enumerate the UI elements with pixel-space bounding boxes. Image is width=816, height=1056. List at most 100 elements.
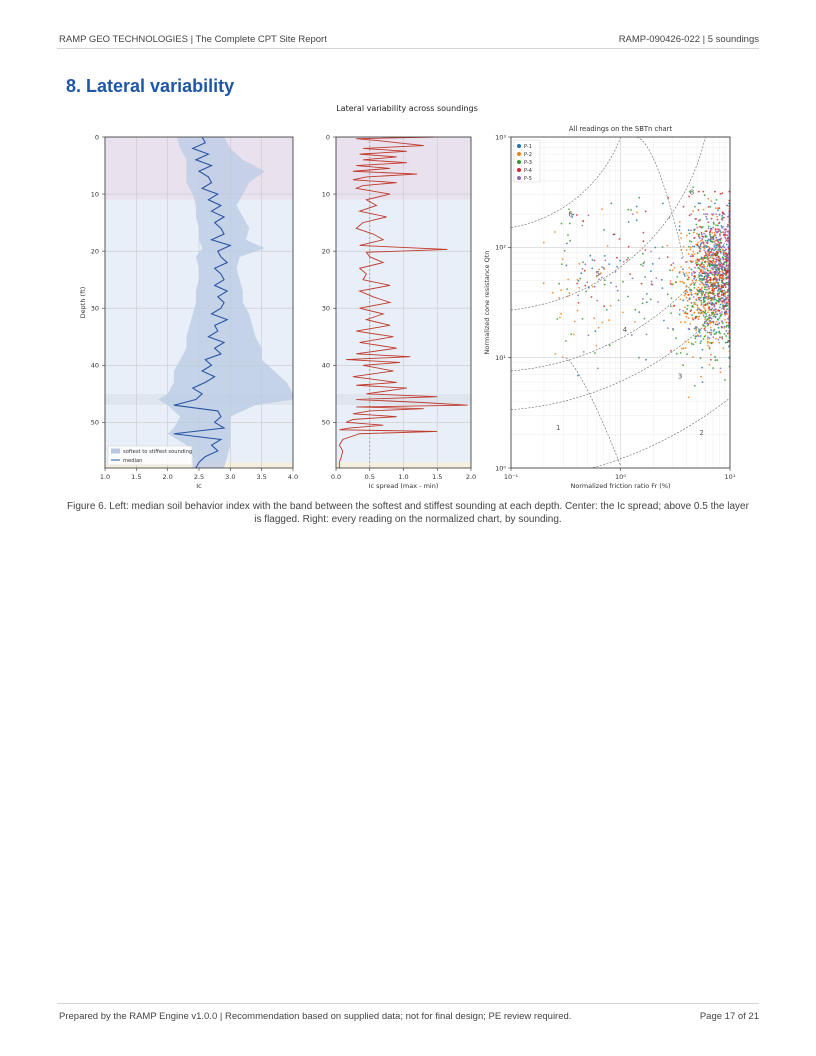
- reading-point-P-2: [691, 279, 694, 282]
- reading-point-P-5: [718, 229, 721, 232]
- reading-point-P-2: [567, 278, 570, 281]
- zone-label: 2: [699, 429, 703, 437]
- reading-point-P-4: [669, 282, 672, 285]
- reading-point-P-1: [698, 308, 701, 310]
- reading-point-P-5: [702, 266, 704, 269]
- reading-point-P-4: [582, 220, 585, 223]
- legend-swatch-P-3: [517, 160, 521, 164]
- reading-point-P-3: [627, 208, 630, 211]
- reading-point-P-5: [713, 305, 716, 307]
- reading-point-P-5: [718, 213, 721, 216]
- reading-point-P-2: [688, 272, 690, 274]
- reading-point-P-5: [724, 282, 727, 285]
- reading-point-P-3: [709, 282, 711, 284]
- reading-point-P-3: [710, 342, 713, 345]
- reading-point-P-5: [705, 295, 708, 298]
- reading-point-P-4: [708, 287, 710, 290]
- reading-point-P-4: [725, 239, 728, 242]
- reading-point-P-3: [714, 359, 717, 362]
- reading-point-P-4: [670, 264, 673, 266]
- reading-point-P-2: [679, 280, 682, 283]
- reading-point-P-5: [724, 291, 727, 294]
- reading-point-P-5: [667, 327, 669, 329]
- reading-point-P-3: [707, 225, 710, 228]
- x-tick-label: 2.5: [194, 473, 204, 481]
- reading-point-P-5: [655, 277, 658, 279]
- reading-point-P-3: [703, 194, 706, 197]
- reading-point-P-5: [713, 271, 716, 274]
- reading-point-P-5: [651, 283, 654, 286]
- reading-point-P-2: [685, 285, 688, 288]
- reading-point-P-4: [708, 252, 711, 255]
- reading-point-P-1: [697, 202, 700, 205]
- reading-point-P-2: [702, 283, 705, 286]
- reading-point-P-1: [727, 317, 729, 320]
- reading-point-P-1: [645, 358, 647, 361]
- reading-point-P-2: [700, 375, 702, 378]
- reading-point-P-4: [705, 230, 708, 233]
- reading-point-P-5: [711, 320, 713, 323]
- reading-point-P-2: [713, 240, 715, 243]
- legend-swatch-P-1: [517, 144, 521, 148]
- reading-point-P-5: [712, 251, 715, 254]
- reading-point-P-5: [716, 266, 719, 269]
- reading-point-P-4: [707, 307, 710, 309]
- reading-point-P-4: [720, 241, 723, 244]
- reading-point-P-1: [725, 330, 728, 332]
- reading-point-P-1: [717, 209, 719, 212]
- reading-point-P-3: [694, 205, 696, 208]
- reading-point-P-4: [576, 282, 579, 285]
- reading-point-P-5: [694, 266, 696, 269]
- reading-point-P-4: [714, 277, 717, 279]
- reading-point-P-2: [560, 312, 563, 315]
- reading-point-P-3: [702, 264, 705, 266]
- reading-point-P-1: [660, 278, 663, 281]
- reading-point-P-4: [687, 294, 690, 296]
- reading-point-P-3: [674, 281, 677, 284]
- reading-point-P-3: [717, 319, 719, 321]
- x-tick-label: 4.0: [288, 473, 298, 481]
- reading-point-P-5: [700, 233, 703, 236]
- reading-point-P-4: [704, 260, 706, 263]
- reading-point-P-4: [720, 286, 723, 289]
- reading-point-P-2: [681, 347, 683, 350]
- reading-point-P-2: [692, 231, 695, 234]
- reading-point-P-2: [561, 258, 564, 260]
- reading-point-P-1: [707, 238, 710, 241]
- reading-point-P-4: [666, 256, 669, 258]
- reading-point-P-2: [684, 340, 687, 343]
- reading-point-P-1: [646, 293, 648, 295]
- reading-point-P-2: [697, 235, 700, 237]
- reading-point-P-3: [666, 293, 669, 296]
- reading-point-P-2: [680, 232, 682, 235]
- legend-swatch-P-2: [517, 152, 521, 156]
- reading-point-P-1: [720, 252, 722, 254]
- reading-point-P-2: [711, 287, 714, 290]
- reading-point-P-4: [721, 212, 724, 215]
- reading-point-P-4: [644, 210, 647, 213]
- reading-point-P-4: [709, 251, 712, 253]
- reading-point-P-5: [615, 285, 618, 288]
- x-tick-label: 0.0: [331, 473, 341, 481]
- reading-point-P-4: [714, 254, 717, 257]
- reading-point-P-2: [687, 341, 690, 344]
- reading-point-P-5: [698, 259, 700, 262]
- reading-point-P-5: [702, 241, 704, 243]
- reading-point-P-1: [619, 259, 621, 262]
- reading-point-P-2: [683, 294, 686, 297]
- reading-point-P-2: [680, 266, 682, 268]
- reading-point-P-2: [691, 317, 694, 319]
- reading-point-P-5: [672, 262, 675, 264]
- reading-point-P-3: [634, 308, 637, 311]
- reading-point-P-3: [682, 364, 685, 367]
- reading-point-P-5: [690, 213, 693, 215]
- reading-point-P-5: [724, 302, 726, 304]
- reading-point-P-3: [693, 301, 696, 304]
- reading-point-P-5: [723, 295, 726, 297]
- reading-point-P-1: [727, 215, 729, 218]
- reading-point-P-5: [715, 213, 718, 215]
- reading-point-P-3: [714, 284, 717, 287]
- reading-point-P-3: [700, 303, 703, 305]
- reading-point-P-5: [704, 271, 706, 273]
- reading-point-P-5: [718, 257, 721, 259]
